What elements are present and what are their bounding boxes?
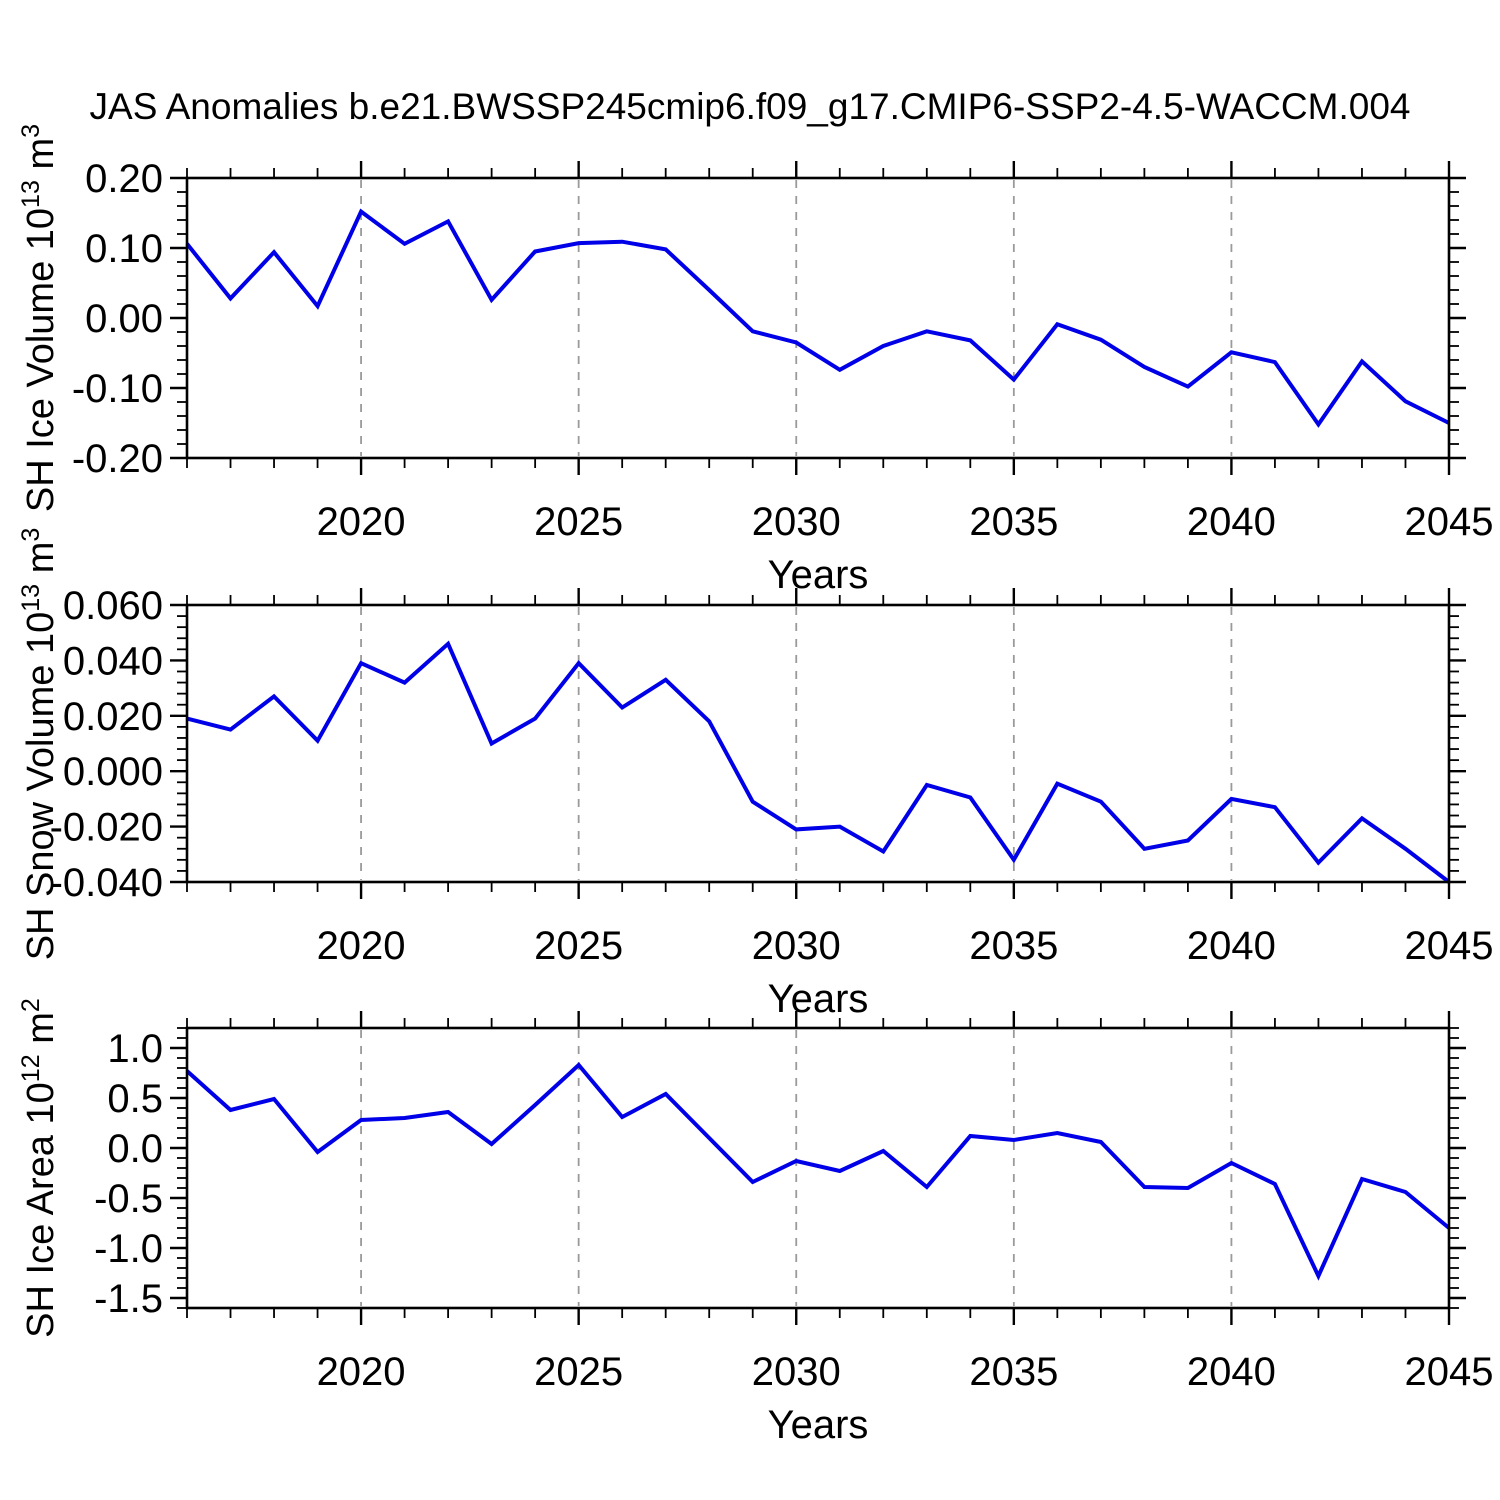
series-line [185, 208, 1450, 428]
series-line [185, 1062, 1451, 1281]
y-tick-label: 0.5 [107, 1077, 163, 1121]
y-tick-label: 0.00 [85, 297, 163, 341]
plot-frame [185, 603, 1451, 884]
x-tick-label: 2030 [752, 1350, 841, 1394]
y-tick-label: -0.20 [72, 437, 163, 481]
x-tick-label: 2040 [1187, 500, 1276, 544]
x-axis-title: Years [768, 1403, 869, 1447]
y-tick-label: 0.060 [63, 584, 163, 628]
x-tick-label: 2025 [534, 500, 623, 544]
x-tick-label: 2045 [1405, 500, 1494, 544]
plot-frame [185, 176, 1451, 460]
x-tick-label: 2045 [1405, 924, 1494, 968]
x-tick-label: 2030 [752, 924, 841, 968]
x-tick-label: 2035 [969, 1350, 1058, 1394]
x-tick-label: 2040 [1187, 924, 1276, 968]
y-tick-label: 0.020 [63, 695, 163, 739]
y-tick-label: -0.040 [50, 861, 163, 905]
x-tick-label: 2020 [317, 500, 406, 544]
x-tick-label: 2025 [534, 1350, 623, 1394]
y-tick-label: 0.10 [85, 227, 163, 271]
chart-title: JAS Anomalies b.e21.BWSSP245cmip6.f09_g1… [89, 86, 1411, 127]
x-tick-label: 2020 [317, 924, 406, 968]
series-line [186, 640, 1451, 884]
y-tick-label: 0.20 [85, 157, 163, 201]
x-tick-label: 2035 [969, 500, 1058, 544]
x-tick-label: 2030 [752, 500, 841, 544]
y-tick-label: 0.0 [107, 1127, 163, 1171]
y-tick-label: -1.0 [94, 1227, 163, 1271]
y-tick-label: 0.000 [63, 750, 163, 794]
y-tick-label: 0.040 [63, 639, 163, 683]
y-tick-label: -0.020 [50, 806, 163, 850]
y-tick-label: -1.5 [94, 1277, 163, 1321]
y-tick-label: -0.10 [72, 367, 163, 411]
x-tick-label: 2040 [1187, 1350, 1276, 1394]
x-tick-label: 2025 [534, 924, 623, 968]
x-axis-title: Years [768, 977, 869, 1021]
x-axis-title: Years [768, 553, 869, 597]
y-tick-label: -0.5 [94, 1177, 163, 1221]
panel-2: 1.0 0.5 0.0 -0.5 -1.0 -1.5 2020 2025 2030 2035 204… [94, 1011, 1493, 1447]
x-tick-label: 2035 [969, 924, 1058, 968]
x-tick-label: 2045 [1405, 1350, 1494, 1394]
panel-0: 0.20 0.10 0.00 -0.10 -0.20 2020 2025 2030 2035 20… [72, 157, 1494, 597]
panel-1: 0.060 0.040 0.020 0.000 -0.020 -0.040 2020 2025… [50, 584, 1494, 1021]
y-tick-label: 1.0 [107, 1027, 163, 1071]
x-tick-label: 2020 [317, 1350, 406, 1394]
